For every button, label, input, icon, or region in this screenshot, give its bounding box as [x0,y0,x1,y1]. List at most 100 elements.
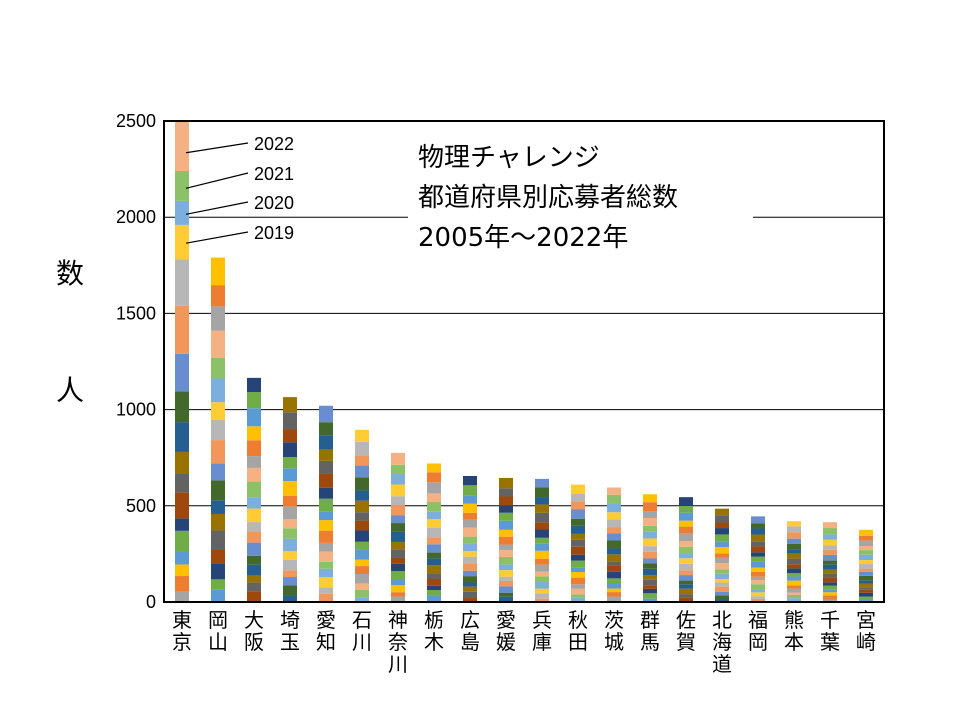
bar-segment [247,575,261,583]
bar-segment [643,598,657,602]
bar-segment [715,573,729,580]
bar-segment [499,512,513,521]
bar-segment [535,487,549,498]
bar-segment [751,592,765,597]
bar-segment [751,567,765,572]
bar-segment [175,422,189,452]
bar-segment [571,546,585,555]
bar-segment [283,551,297,560]
bar-segment [823,573,837,578]
bar-segment [427,472,441,483]
bar-segment [319,473,333,488]
bar-segment [751,598,765,602]
bar-segment [211,589,225,602]
bar-segment [787,549,801,554]
x-category-label: 東京 [172,608,192,654]
bar-segment [211,440,225,464]
bar-segment [535,593,549,599]
bar-segment [499,596,513,602]
bar-segment [175,305,189,354]
x-category-label: 群馬 [640,608,660,654]
bar-segment [463,563,477,571]
bar-segment [355,530,369,542]
bar-segment [535,522,549,530]
bar-segment [607,494,621,504]
bar-segment [823,522,837,529]
bar-segment [211,402,225,420]
annotation-leader [185,201,249,215]
bar-segment [823,534,837,540]
bar-segment [499,496,513,506]
year-annotations: 2022 2021 2020 2019 [185,134,294,244]
bar-segment [319,561,333,569]
bar-segment [787,543,801,550]
bar-segment [571,533,585,540]
bar-segment [787,576,801,581]
bar-segment [211,285,225,307]
bar-segment [607,503,621,513]
bar-segment [427,519,441,528]
bar-segment [787,573,801,577]
bar-segment [175,259,189,306]
bar-segment [679,553,693,559]
bar-segment [247,456,261,468]
bar-segment [211,378,225,403]
bar-segment [535,564,549,572]
bar-segment [391,523,405,532]
bar-segment [355,465,369,478]
x-category-label: 茨城 [604,608,624,654]
annotation-label: 2022 [254,134,294,154]
y-tick-label: 2000 [116,207,156,227]
bar-segment [679,505,693,513]
bar-segment [787,588,801,593]
bar-segment [607,527,621,534]
bar-segment [211,357,225,379]
bar-segment [859,598,873,602]
bar-segment [283,442,297,458]
bar-segment [823,545,837,550]
annotation-leader [185,172,249,189]
bar-segment [211,500,225,514]
bar-segment [463,551,477,557]
bar-segment [319,435,333,450]
bar-segment [751,523,765,529]
bar-segment [715,547,729,554]
bar-segment [463,556,477,564]
bar-segment [175,551,189,565]
bar-segment [427,595,441,602]
bar-segment [751,571,765,577]
bar-segment [499,505,513,513]
bar-segment [859,529,873,536]
bar-segment [715,586,729,592]
bar-segment [751,584,765,590]
bar-segment [679,570,693,576]
bar-segment [499,544,513,551]
bar-segment [715,534,729,542]
bar-segment [355,477,369,491]
bar-segment [463,485,477,496]
bar-segment [499,520,513,530]
bar-segment [391,549,405,558]
bar-segment [715,599,729,602]
bar-segment [211,463,225,481]
bar-segment [463,570,477,577]
bar-segment [715,563,729,570]
bar-segment [247,508,261,523]
bar-segment [535,529,549,538]
bar-segment [499,564,513,571]
bar-segment [247,555,261,565]
bar-segment [823,564,837,570]
bar-segment [679,558,693,564]
bar-segment [643,517,657,526]
bar-segment [643,568,657,576]
bar-segment [319,487,333,499]
bar-segment [607,588,621,593]
bar-segment [859,564,873,569]
bar-segment [823,582,837,586]
bar-segment [535,543,549,551]
bar-segment [643,538,657,547]
bar-segment [535,581,549,589]
bar-segment [211,563,225,580]
bar-segment [571,554,585,561]
bar-segment [247,522,261,532]
